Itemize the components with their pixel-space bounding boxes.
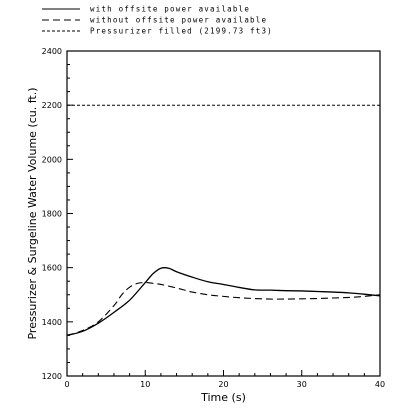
y-tick-label: 1400 bbox=[42, 318, 62, 327]
plot-frame bbox=[66, 50, 381, 377]
y-tick-label: 1200 bbox=[42, 372, 62, 381]
legend-label: without offsite power available bbox=[90, 16, 267, 25]
x-tick-label: 0 bbox=[64, 380, 69, 389]
y-tick-label: 1800 bbox=[42, 210, 62, 219]
x-axis-ticks: 0 10 20 30 40 bbox=[64, 370, 385, 389]
y-tick-label: 1600 bbox=[42, 264, 62, 273]
y-axis-ticks: 1200 1400 1600 1800 2000 2200 2400 bbox=[42, 47, 73, 381]
y-axis-label: Pressurizer & Surgeline Water Volume (cu… bbox=[26, 87, 39, 339]
legend-label: with offsite power available bbox=[90, 5, 250, 14]
y-tick-label: 2000 bbox=[42, 155, 62, 164]
x-tick-label: 20 bbox=[218, 380, 228, 389]
series-layer bbox=[66, 104, 381, 337]
x-tick-label: 10 bbox=[140, 380, 150, 389]
x-axis-label: Time (s) bbox=[200, 391, 246, 404]
legend: with offsite power available without offs… bbox=[42, 5, 273, 36]
x-tick-label: 40 bbox=[375, 380, 385, 389]
y-tick-label: 2400 bbox=[42, 47, 62, 56]
x-tick-label: 30 bbox=[297, 380, 307, 389]
legend-label: Pressurizer filled (2199.73 ft3) bbox=[90, 27, 273, 36]
series-line-2 bbox=[66, 282, 381, 336]
y-tick-label: 2200 bbox=[42, 101, 62, 110]
series-line-1 bbox=[66, 267, 381, 337]
